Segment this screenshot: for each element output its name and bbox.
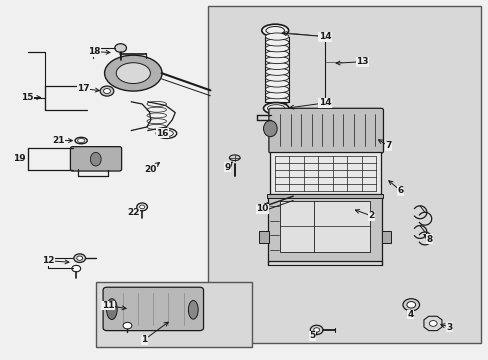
Ellipse shape	[265, 57, 288, 64]
Text: 11: 11	[102, 301, 114, 310]
Ellipse shape	[265, 80, 288, 87]
Ellipse shape	[104, 55, 162, 91]
FancyBboxPatch shape	[268, 108, 383, 153]
Ellipse shape	[265, 74, 288, 81]
Ellipse shape	[265, 27, 284, 35]
Text: 14: 14	[318, 98, 330, 107]
Text: 18: 18	[88, 47, 101, 56]
Bar	[280, 201, 369, 252]
Circle shape	[310, 325, 323, 334]
Bar	[267, 194, 383, 198]
Text: 14: 14	[318, 32, 330, 41]
Text: 16: 16	[156, 129, 168, 138]
Text: 6: 6	[397, 186, 403, 195]
Text: 15: 15	[21, 93, 34, 102]
Ellipse shape	[267, 105, 285, 112]
Ellipse shape	[265, 50, 288, 58]
Circle shape	[72, 265, 81, 272]
Text: 3: 3	[445, 323, 451, 332]
Circle shape	[406, 302, 415, 308]
Ellipse shape	[265, 86, 288, 93]
Ellipse shape	[156, 129, 176, 138]
Circle shape	[140, 205, 144, 209]
Bar	[207, 6, 480, 343]
Text: 9: 9	[224, 163, 230, 172]
Ellipse shape	[265, 98, 288, 105]
Bar	[381, 231, 390, 243]
Text: 5: 5	[309, 332, 315, 341]
Text: 7: 7	[385, 141, 391, 150]
Ellipse shape	[265, 39, 288, 46]
Text: 2: 2	[367, 211, 374, 220]
Text: 10: 10	[256, 204, 268, 213]
Circle shape	[313, 328, 319, 332]
Bar	[269, 152, 380, 194]
FancyBboxPatch shape	[70, 147, 122, 171]
Ellipse shape	[188, 301, 198, 319]
Bar	[96, 282, 251, 347]
Text: 19: 19	[13, 154, 25, 163]
Text: 8: 8	[426, 235, 432, 244]
FancyBboxPatch shape	[103, 287, 203, 330]
Circle shape	[100, 86, 114, 96]
Bar	[267, 195, 382, 261]
Ellipse shape	[159, 130, 173, 136]
Ellipse shape	[265, 62, 288, 69]
Circle shape	[115, 44, 126, 52]
Bar	[259, 231, 268, 243]
Ellipse shape	[265, 68, 288, 75]
Ellipse shape	[229, 155, 240, 161]
Circle shape	[77, 256, 82, 260]
Text: 21: 21	[52, 136, 64, 145]
Circle shape	[74, 254, 85, 262]
Circle shape	[428, 320, 436, 326]
Ellipse shape	[265, 45, 288, 52]
Text: 4: 4	[407, 310, 413, 319]
Ellipse shape	[106, 299, 117, 319]
Circle shape	[123, 322, 132, 329]
Text: 20: 20	[144, 165, 156, 174]
Ellipse shape	[265, 92, 288, 99]
Ellipse shape	[263, 121, 277, 137]
Ellipse shape	[116, 63, 150, 84]
Ellipse shape	[77, 139, 84, 143]
Ellipse shape	[75, 137, 87, 144]
Circle shape	[402, 299, 419, 311]
Text: 12: 12	[42, 256, 55, 265]
Text: 17: 17	[77, 84, 90, 93]
Text: 22: 22	[127, 208, 139, 217]
Text: 1: 1	[141, 335, 147, 344]
Ellipse shape	[261, 24, 288, 37]
Polygon shape	[423, 316, 441, 330]
Circle shape	[103, 89, 110, 94]
Ellipse shape	[265, 33, 288, 40]
Ellipse shape	[263, 103, 288, 114]
Ellipse shape	[90, 152, 101, 166]
Text: 13: 13	[356, 57, 368, 66]
Circle shape	[137, 203, 147, 211]
